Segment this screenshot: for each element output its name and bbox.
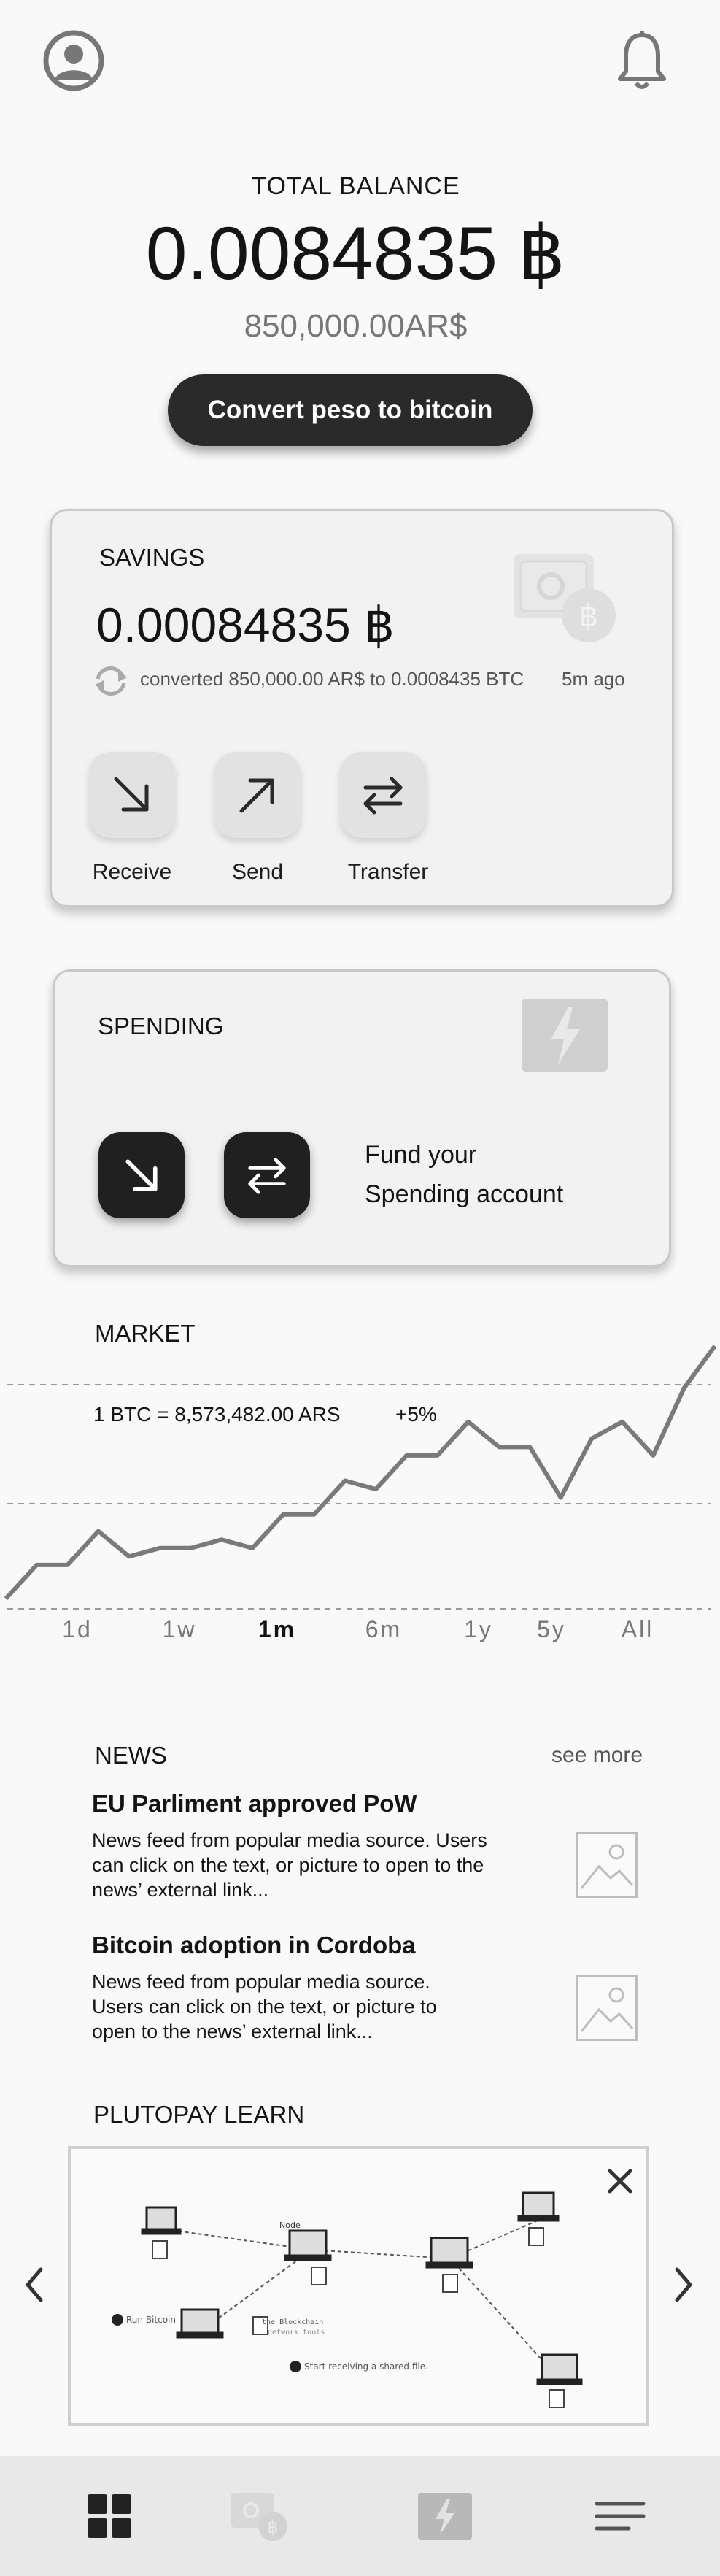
diagram-label-run: Run Bitcoin bbox=[126, 2315, 176, 2325]
market-change: +5% bbox=[395, 1403, 437, 1426]
range-tab-1m[interactable]: 1m bbox=[258, 1616, 297, 1642]
nav-item-spending[interactable] bbox=[409, 2485, 481, 2548]
nav-item-menu[interactable] bbox=[584, 2485, 657, 2548]
svg-text:฿: ฿ bbox=[267, 2517, 278, 2537]
diagram-label-blockchain: the Blockchain bbox=[262, 2318, 323, 2326]
learn-prev-button[interactable] bbox=[16, 2263, 53, 2307]
news-title: NEWS bbox=[95, 1742, 167, 1769]
chevron-left-icon bbox=[26, 2267, 43, 2302]
total-balance-label: TOTAL BALANCE bbox=[251, 172, 460, 200]
image-placeholder-icon bbox=[580, 1844, 634, 1889]
swap-arrows-icon bbox=[363, 777, 403, 815]
range-tab-1w[interactable]: 1w bbox=[162, 1616, 197, 1642]
fund-spending-line2: Spending account bbox=[365, 1180, 564, 1208]
lightning-card-icon bbox=[522, 999, 608, 1072]
arrow-down-right-icon bbox=[114, 777, 149, 812]
total-balance-fiat: 850,000.00AR$ bbox=[244, 308, 468, 344]
diagram-label-start: Start receiving a shared file. bbox=[304, 2361, 428, 2372]
swap-arrows-icon bbox=[248, 1158, 286, 1194]
computer-icon bbox=[141, 2191, 583, 2385]
news-headline: EU Parliment approved PoW bbox=[92, 1790, 417, 1817]
chevron-right-icon bbox=[675, 2267, 692, 2302]
arrow-up-right-icon bbox=[239, 778, 274, 813]
news-body-line: news’ external link... bbox=[92, 1879, 269, 1901]
news-headline: Bitcoin adoption in Cordoba bbox=[92, 1931, 416, 1958]
see-more-link[interactable]: see more bbox=[551, 1743, 643, 1767]
sync-icon bbox=[95, 666, 127, 696]
diagram-label-node: Node bbox=[279, 2221, 301, 2230]
range-tab-all[interactable]: All bbox=[621, 1616, 654, 1642]
close-icon bbox=[608, 2169, 632, 2194]
savings-title: SAVINGS bbox=[99, 544, 205, 571]
market-chart bbox=[4, 1345, 717, 1610]
transfer-label: Transfer bbox=[347, 860, 429, 884]
profile-button[interactable] bbox=[42, 29, 105, 92]
spending-title: SPENDING bbox=[98, 1012, 224, 1039]
news-body-line: Users can click on the text, or picture … bbox=[92, 1996, 437, 2018]
convert-button-label: Convert peso to bitcoin bbox=[207, 396, 493, 424]
news-body-line: News feed from popular media source. Use… bbox=[92, 1829, 487, 1851]
chart-series-line bbox=[4, 1345, 717, 1601]
nav-item-savings[interactable]: ฿ bbox=[219, 2485, 299, 2548]
transfer-button[interactable] bbox=[340, 752, 426, 838]
news-image[interactable] bbox=[576, 1832, 638, 1898]
menu-icon bbox=[595, 2502, 646, 2531]
lightning-icon bbox=[418, 2493, 472, 2540]
range-selector: 1d 1w 1m 6m 1y 5y All bbox=[0, 1616, 720, 1653]
spending-receive-button[interactable] bbox=[98, 1132, 185, 1218]
news-item[interactable]: Bitcoin adoption in Cordoba News feed fr… bbox=[92, 1931, 603, 2056]
market-rate: 1 BTC = 8,573,482.00 ARS bbox=[93, 1403, 341, 1426]
send-label: Send bbox=[231, 860, 284, 884]
news-body-line: open to the news’ external link... bbox=[92, 2021, 373, 2042]
spending-transfer-button[interactable] bbox=[224, 1132, 310, 1218]
convert-button[interactable]: Convert peso to bitcoin bbox=[168, 374, 533, 446]
arrow-down-right-icon bbox=[125, 1159, 158, 1191]
send-button[interactable] bbox=[214, 752, 301, 838]
image-placeholder-icon bbox=[580, 1987, 634, 2032]
savings-converted-text: converted 850,000.00 AR$ to 0.0008435 BT… bbox=[140, 668, 524, 690]
range-tab-5y[interactable]: 5y bbox=[537, 1616, 566, 1642]
learn-carousel-card[interactable]: Node Run Bitcoin the Blockchain network … bbox=[68, 2146, 649, 2426]
range-tab-1d[interactable]: 1d bbox=[62, 1616, 93, 1642]
news-body-line: News feed from popular media source. bbox=[92, 1971, 430, 1993]
news-image[interactable] bbox=[576, 1975, 638, 2041]
news-body-line: can click on the text, or picture to ope… bbox=[92, 1854, 484, 1876]
savings-safe-icon: ฿ bbox=[231, 2493, 287, 2541]
range-tab-6m[interactable]: 6m bbox=[365, 1616, 403, 1642]
svg-text:฿: ฿ bbox=[579, 598, 599, 634]
receive-label: Receive bbox=[92, 860, 172, 884]
savings-time-ago: 5m ago bbox=[562, 668, 625, 690]
savings-amount: 0.00084835 ฿ bbox=[96, 598, 395, 652]
range-tab-1y[interactable]: 1y bbox=[464, 1616, 493, 1642]
network-diagram: Node Run Bitcoin the Blockchain network … bbox=[112, 2191, 583, 2408]
diagram-label-network: network tools bbox=[268, 2329, 325, 2337]
user-circle-icon bbox=[43, 30, 104, 91]
total-balance-btc: 0.0084835 ฿ bbox=[145, 212, 566, 295]
notification-button[interactable] bbox=[613, 29, 671, 92]
nav-item-home[interactable] bbox=[73, 2485, 146, 2548]
grid-icon bbox=[88, 2494, 131, 2538]
file-icon bbox=[152, 2227, 565, 2408]
learn-close-button[interactable] bbox=[598, 2161, 642, 2202]
fund-spending-line1: Fund your bbox=[365, 1141, 477, 1169]
market-title: MARKET bbox=[95, 1320, 196, 1347]
news-item[interactable]: EU Parliment approved PoW News feed from… bbox=[92, 1790, 603, 1914]
bell-icon bbox=[618, 31, 666, 89]
savings-safe-icon: ฿ bbox=[514, 554, 616, 642]
receive-button[interactable] bbox=[89, 752, 175, 838]
learn-next-button[interactable] bbox=[665, 2263, 702, 2307]
learn-title: PLUTOPAY LEARN bbox=[93, 2101, 305, 2128]
